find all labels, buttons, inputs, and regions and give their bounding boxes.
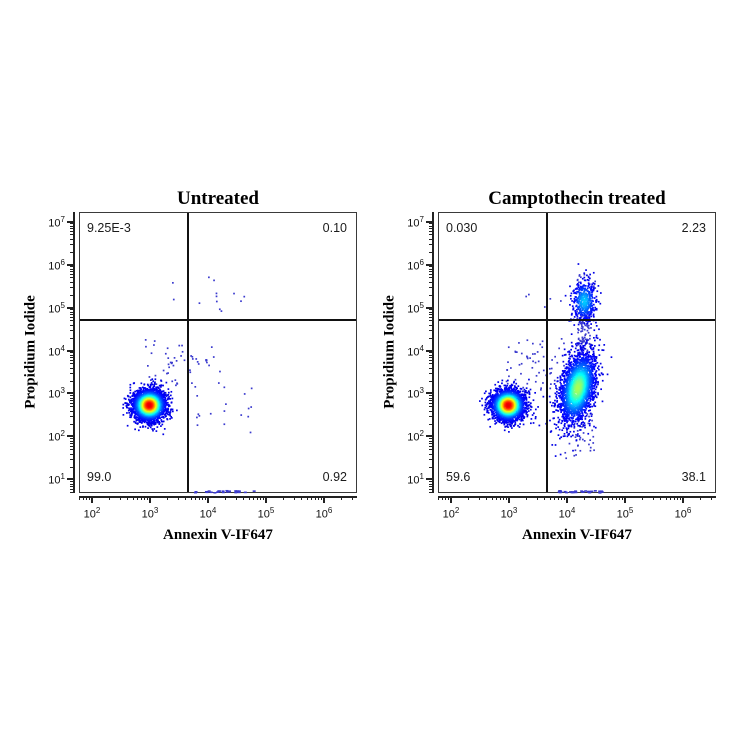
plot-area: 0.030 2.23 59.6 38.1 (438, 212, 717, 494)
quadrant-gate-vertical (186, 213, 189, 492)
y-axis-label: Propidium Iodide (22, 295, 39, 409)
y-axis-spine (432, 212, 434, 493)
y-axis-label: Propidium Iodide (381, 295, 398, 409)
quadrant-gate-vertical (545, 213, 548, 492)
flow-panel-camptothecin: Camptothecin treated Propidium Iodide 10… (359, 0, 718, 732)
x-axis-spine (79, 496, 357, 498)
quadrant-pct-bottom-left: 59.6 (446, 470, 471, 484)
plot-area: 9.25E-3 0.10 99.0 0.92 (79, 212, 358, 494)
quadrant-pct-bottom-right: 38.1 (681, 470, 706, 484)
density-scatter-canvas (439, 213, 717, 494)
x-axis-label: Annexin V-IF647 (163, 527, 273, 543)
quadrant-pct-top-right: 2.23 (681, 221, 706, 235)
density-scatter-canvas (80, 213, 358, 494)
flow-panel-untreated: Untreated Propidium Iodide 101 102 103 104 1… (0, 0, 359, 732)
panel-title: Untreated (177, 187, 259, 209)
quadrant-pct-top-right: 0.10 (322, 221, 347, 235)
quadrant-gate-horizontal (439, 319, 715, 322)
quadrant-pct-bottom-right: 0.92 (322, 470, 347, 484)
y-axis-spine (73, 212, 75, 493)
panel-title: Camptothecin treated (488, 187, 666, 209)
x-axis-spine (438, 496, 716, 498)
quadrant-gate-horizontal (80, 319, 356, 322)
quadrant-pct-top-left: 9.25E-3 (87, 221, 131, 235)
x-axis-label: Annexin V-IF647 (522, 527, 632, 543)
quadrant-pct-bottom-left: 99.0 (87, 470, 112, 484)
quadrant-pct-top-left: 0.030 (446, 221, 478, 235)
